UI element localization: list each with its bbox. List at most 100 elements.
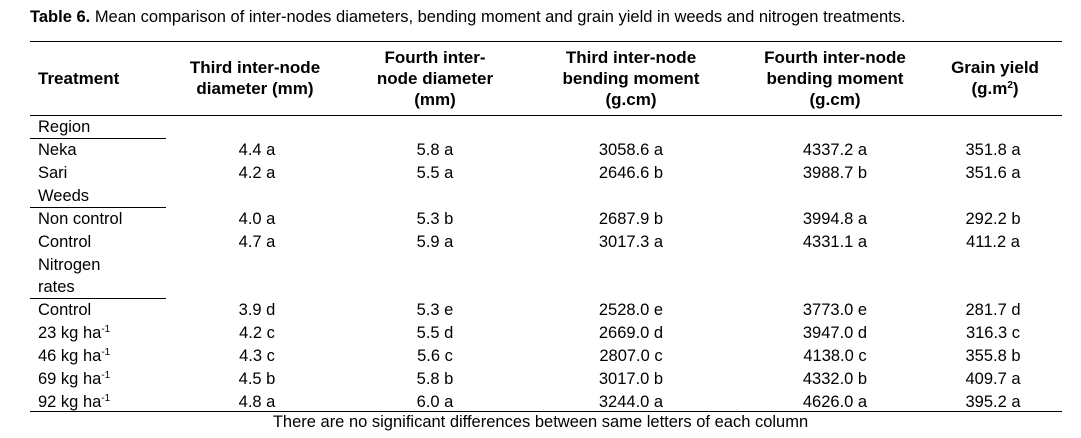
header-rule	[30, 115, 1062, 116]
text: diameter (mm)	[196, 79, 314, 98]
header-line: diameter (mm)	[170, 78, 340, 99]
treatment-cell: Sari	[38, 163, 67, 183]
text: Control	[38, 233, 92, 251]
data-cell: 4.0 a	[238, 210, 276, 228]
header-line: node diameter	[360, 68, 510, 89]
text: Control	[38, 301, 92, 319]
section-rule	[30, 207, 166, 208]
data-cell: 411.2 a	[966, 233, 1020, 251]
data-cell: 5.8 a	[416, 141, 454, 159]
data-cell: 2687.9 b	[598, 210, 664, 228]
text: Grain yield	[951, 58, 1039, 77]
text: 92 kg ha	[38, 393, 102, 411]
data-cell: 351.8 a	[965, 141, 1021, 159]
section-rule	[30, 298, 166, 299]
section-label: Region	[38, 118, 91, 136]
header-line: Fourth inter-node	[740, 47, 930, 68]
data-cell: 316.3 c	[965, 324, 1021, 342]
bottom-rule	[30, 411, 1062, 412]
header-line: Grain yield	[935, 57, 1055, 78]
data-cell: 409.7 a	[965, 370, 1021, 388]
text: bending moment	[766, 68, 904, 88]
text: 23 kg ha	[38, 324, 102, 342]
treatment-cell: Neka	[38, 140, 77, 160]
data-cell: 4.4 a	[238, 141, 276, 159]
data-cell: 2646.6 b	[598, 164, 664, 182]
data-cell: 3058.6 a	[598, 141, 664, 159]
data-cell: 5.3 b	[416, 210, 454, 228]
data-cell: 5.3 e	[416, 301, 454, 319]
data-cell: 6.0 a	[416, 393, 454, 411]
superscript: 2	[1007, 80, 1013, 91]
header-line: (g.cm)	[540, 89, 722, 110]
data-cell: 3947.0 d	[802, 324, 868, 342]
data-cell: 3017.0 b	[598, 370, 664, 388]
treatment-cell: Non control	[38, 209, 122, 229]
text: )	[1012, 79, 1019, 98]
treatment-cell: Control	[38, 232, 91, 252]
data-cell: 4331.1 a	[802, 233, 868, 251]
treatment-cell: 46 kg ha-1	[38, 346, 110, 366]
data-cell: 4.8 a	[238, 393, 276, 411]
header-cell: Treatment	[30, 42, 148, 114]
header-cell: Grain yield (g.m2)	[935, 42, 1055, 114]
data-cell: 2807.0 c	[599, 347, 663, 365]
data-cell: 292.2 b	[965, 210, 1021, 228]
text: Third inter-node	[565, 47, 697, 67]
text: 46 kg ha	[38, 347, 102, 365]
treatment-cell: 69 kg ha-1	[38, 369, 110, 389]
title-text: Mean comparison of inter-nodes diameters…	[94, 8, 906, 26]
text: (mm)	[414, 89, 456, 109]
header-line: Third inter-node	[540, 47, 722, 68]
text: (g.cm)	[605, 89, 657, 109]
data-cell: 2669.0 d	[598, 324, 664, 342]
data-cell: 4.3 c	[239, 347, 275, 365]
header-line: (g.cm)	[740, 89, 930, 110]
data-cell: 351.6 a	[965, 164, 1021, 182]
data-cell: 4626.0 a	[802, 393, 868, 411]
treatment-cell: 92 kg ha-1	[38, 392, 110, 412]
header-line: Treatment	[38, 68, 148, 89]
header-cell: Third inter-node bending moment (g.cm)	[540, 42, 722, 114]
table-label: Table 6.	[30, 8, 91, 26]
treatment-cell: 23 kg ha-1	[38, 323, 110, 343]
treatment-cell: Control	[38, 300, 91, 320]
data-cell: 3244.0 a	[598, 393, 664, 411]
text: (g.cm)	[809, 89, 861, 109]
data-cell: 4.7 a	[238, 233, 276, 251]
data-cell: 4337.2 a	[802, 141, 868, 159]
header-line: (g.m2)	[935, 78, 1055, 99]
footnote: There are no significant differences bet…	[272, 413, 809, 431]
data-cell: 4.2 a	[238, 164, 276, 182]
data-cell: 5.9 a	[416, 233, 454, 251]
data-cell: 3017.3 a	[598, 233, 664, 251]
data-cell: 4138.0 c	[803, 347, 867, 365]
data-cell: 3.9 d	[238, 301, 276, 319]
header-cell: Fourth inter-node bending moment (g.cm)	[740, 42, 930, 114]
data-cell: 395.2 a	[965, 393, 1021, 411]
data-cell: 3988.7 b	[802, 164, 868, 182]
data-cell: 3773.0 e	[802, 301, 868, 319]
text: bending moment	[562, 68, 700, 88]
data-cell: 4.5 b	[238, 370, 276, 388]
text: Treatment	[38, 68, 120, 88]
data-cell: 355.8 b	[965, 347, 1021, 365]
superscript: -1	[101, 324, 111, 335]
data-cell: 4.2 c	[239, 324, 275, 342]
text: 69 kg ha	[38, 370, 102, 388]
top-rule	[30, 41, 1062, 42]
header-cell: Third inter-node diameter (mm)	[170, 42, 340, 114]
text: Sari	[38, 164, 68, 182]
header-line: Third inter-node	[170, 57, 340, 78]
data-cell: 3994.8 a	[802, 210, 868, 228]
header-line: bending moment	[540, 68, 722, 89]
data-cell: 2528.0 e	[598, 301, 664, 319]
header-line: (mm)	[360, 89, 510, 110]
data-cell: 5.8 b	[416, 370, 454, 388]
section-label: Weeds	[38, 187, 90, 205]
data-cell: 5.6 c	[417, 347, 453, 365]
text: Fourth inter-node	[764, 47, 906, 67]
superscript: -1	[101, 347, 111, 358]
header-line: Fourth inter-	[360, 47, 510, 68]
